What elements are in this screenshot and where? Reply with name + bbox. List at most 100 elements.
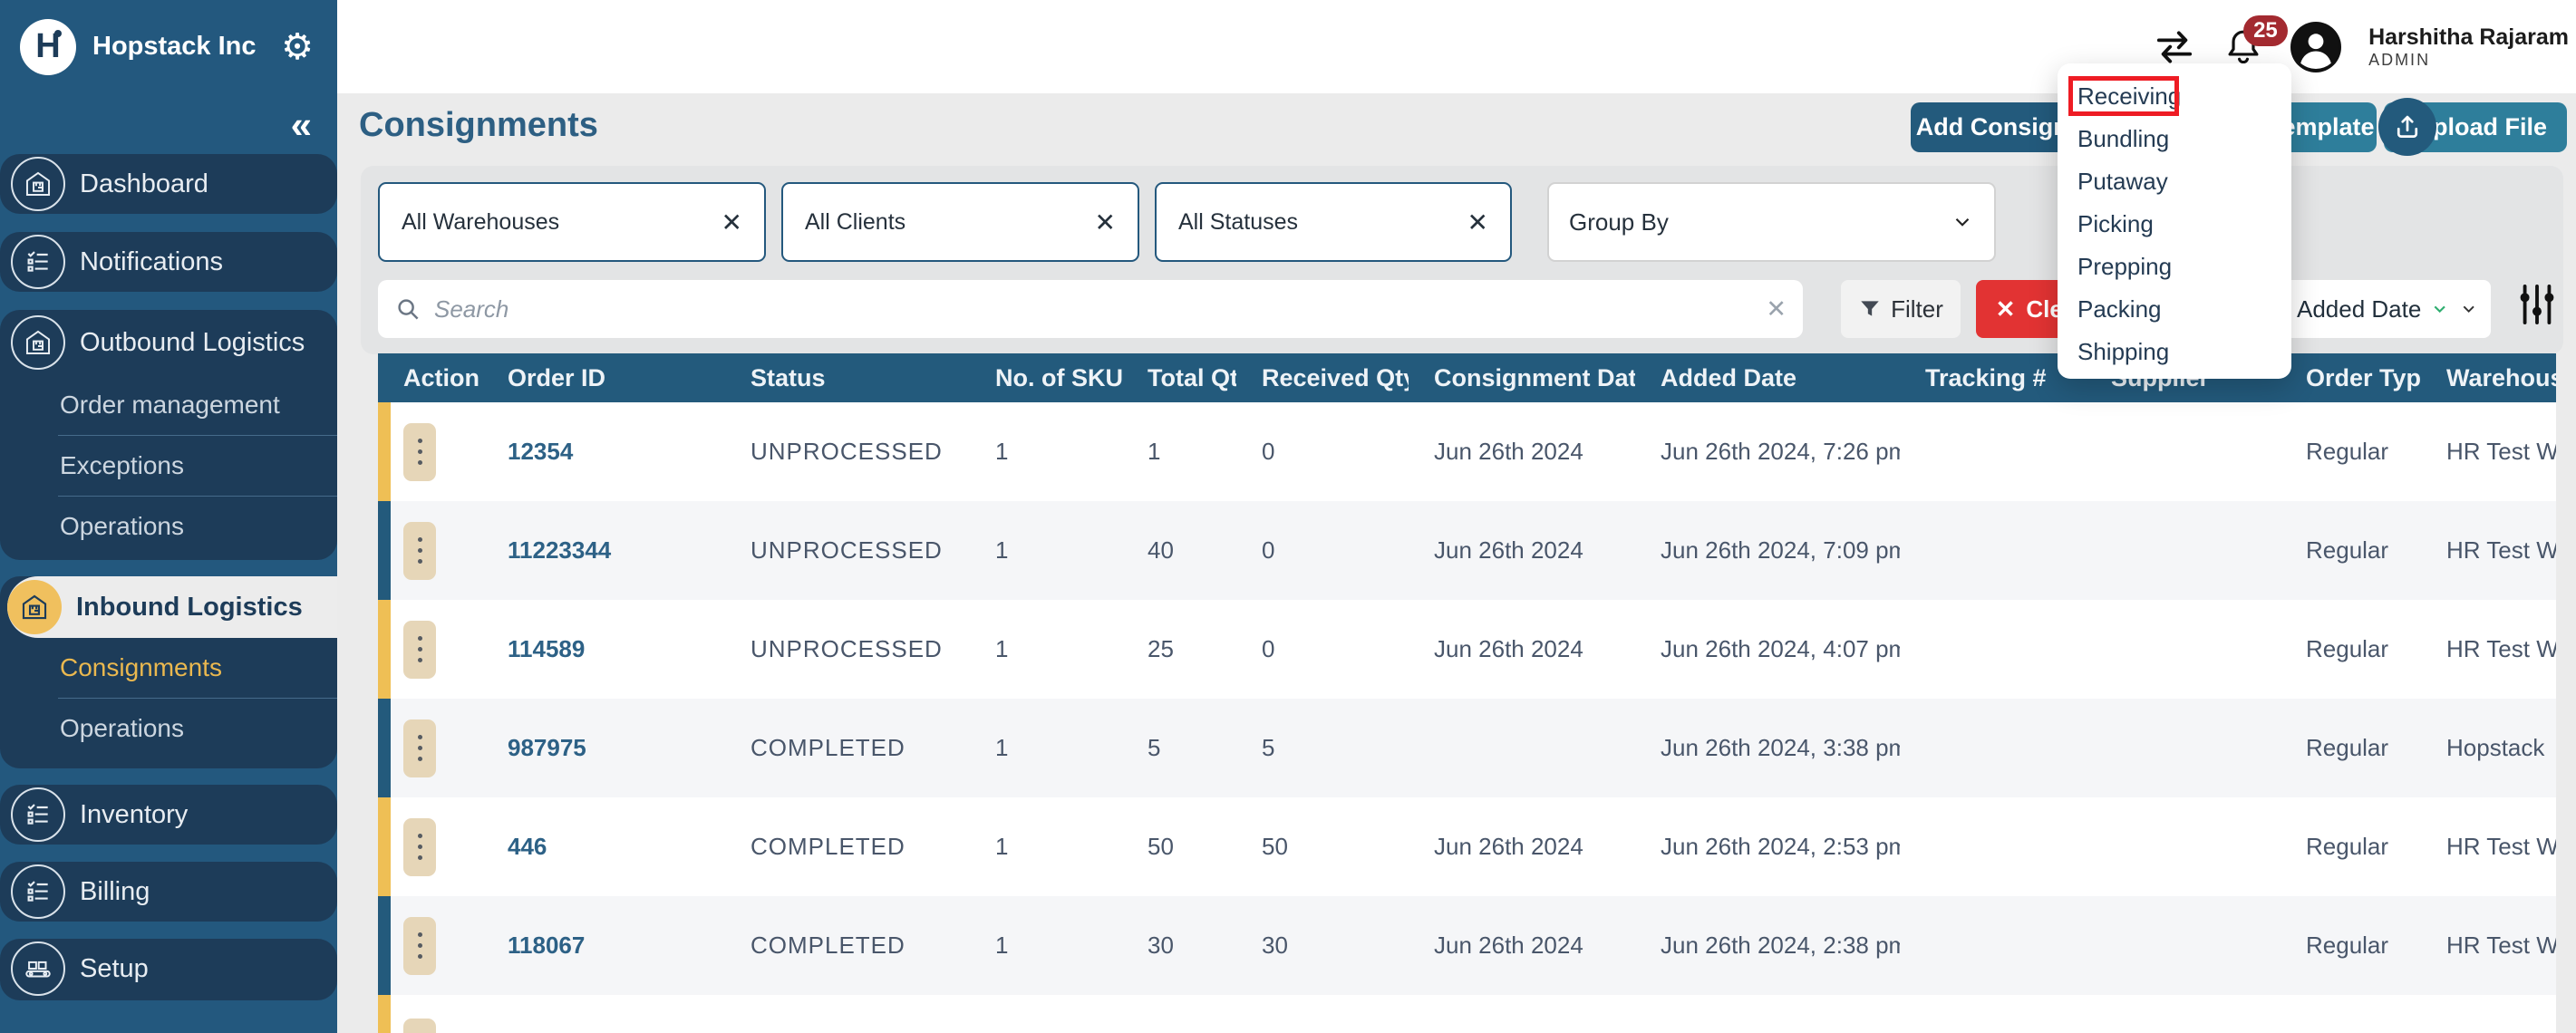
- clear-status-filter-icon[interactable]: ✕: [1467, 208, 1488, 237]
- user-avatar[interactable]: [2290, 21, 2342, 72]
- sidebar-item-dashboard[interactable]: Dashboard: [0, 154, 337, 214]
- warehouse-icon: [11, 315, 65, 370]
- row-actions-kebab-icon[interactable]: [403, 521, 436, 580]
- sidebar-item-operations-inbound[interactable]: Operations: [60, 714, 184, 742]
- sidebar-item-inventory[interactable]: Inventory: [0, 785, 337, 845]
- search-box[interactable]: ✕: [378, 280, 1803, 338]
- switch-warehouse-icon[interactable]: [2153, 28, 2196, 66]
- menu-item-prepping[interactable]: Prepping: [2077, 253, 2173, 280]
- sidebar: H Hopstack Inc ⚙ « Dashboard Notificatio…: [0, 0, 337, 1033]
- table-row[interactable]: 446 COMPLETED 1 50 50 Jun 26th 2024 Jun …: [378, 797, 2556, 896]
- hopstack-logo-icon: H: [20, 18, 76, 75]
- conveyor-icon: [11, 941, 65, 996]
- group-by-label: Group By: [1569, 208, 1669, 236]
- clear-warehouse-filter-icon[interactable]: ✕: [721, 208, 742, 237]
- sidebar-collapse-icon[interactable]: «: [290, 103, 312, 146]
- warehouse-filter-chip[interactable]: All Warehouses ✕: [378, 182, 766, 262]
- warehouse-filter-label: All Warehouses: [402, 208, 560, 235]
- status-filter-chip[interactable]: All Statuses ✕: [1155, 182, 1512, 262]
- order-id-link[interactable]: 12354: [508, 438, 574, 465]
- order-id-link[interactable]: 446: [508, 833, 547, 860]
- sidebar-item-label: Billing: [80, 876, 150, 906]
- row-actions-kebab-icon[interactable]: [403, 817, 436, 876]
- row-actions-kebab-icon[interactable]: [403, 1019, 436, 1033]
- brand-name: Hopstack Inc: [92, 32, 257, 61]
- menu-item-bundling[interactable]: Bundling: [2077, 125, 2170, 152]
- table-row[interactable]: 12354 UNPROCESSED 1 1 0 Jun 26th 2024 Ju…: [378, 402, 2556, 501]
- menu-item-packing[interactable]: Packing: [2077, 295, 2162, 323]
- gear-icon[interactable]: ⚙: [281, 26, 314, 67]
- clear-search-icon[interactable]: ✕: [1766, 294, 1787, 323]
- row-actions-kebab-icon[interactable]: [403, 719, 436, 777]
- funnel-icon: [1861, 301, 1879, 316]
- chevron-down-icon: [2463, 305, 2474, 314]
- row-accent: [378, 600, 391, 699]
- sidebar-item-consignments[interactable]: Consignments: [60, 653, 222, 681]
- sidebar-item-setup[interactable]: Setup: [0, 939, 337, 1000]
- row-accent: [378, 995, 391, 1033]
- order-id-link[interactable]: 11223344: [508, 536, 612, 564]
- search-input[interactable]: [434, 294, 1767, 323]
- column-settings-icon[interactable]: [2516, 282, 2558, 327]
- filter-button-label: Filter: [1891, 294, 1943, 323]
- sidebar-item-label: Setup: [80, 953, 149, 983]
- table-row[interactable]: 987975 COMPLETED 1 5 5 Jun 26th 2024, 3:…: [378, 699, 2556, 797]
- chevron-down-icon: [1955, 217, 1970, 227]
- order-id-link[interactable]: 987975: [508, 734, 586, 761]
- sort-direction-icon[interactable]: [2430, 298, 2449, 320]
- brand-row: H Hopstack Inc ⚙: [0, 0, 337, 93]
- sidebar-item-label: Outbound Logistics: [80, 327, 305, 357]
- sidebar-item-billing[interactable]: Billing: [0, 862, 337, 922]
- sidebar-item-order-management[interactable]: Order management: [60, 391, 280, 419]
- checklist-icon: [11, 864, 65, 919]
- row-accent: [378, 797, 391, 896]
- sort-by-select[interactable]: Added Date: [2284, 280, 2491, 338]
- client-filter-label: All Clients: [805, 208, 906, 235]
- sidebar-group-inbound: Inbound Logistics Consignments Operation…: [0, 576, 337, 768]
- sidebar-item-operations-outbound[interactable]: Operations: [60, 512, 184, 540]
- filter-button[interactable]: Filter: [1841, 280, 1961, 338]
- user-name: Harshitha Rajaram: [2368, 24, 2569, 50]
- table-row[interactable]: [378, 995, 2556, 1033]
- table-row[interactable]: 11223344 UNPROCESSED 1 40 0 Jun 26th 202…: [378, 501, 2556, 600]
- sidebar-item-label: Notifications: [80, 246, 223, 276]
- row-actions-kebab-icon[interactable]: [403, 916, 436, 975]
- table-row[interactable]: 118067 COMPLETED 1 30 30 Jun 26th 2024 J…: [378, 896, 2556, 995]
- menu-item-receiving[interactable]: Receiving: [2077, 82, 2182, 110]
- sidebar-item-label: Inventory: [80, 799, 189, 829]
- row-accent: [378, 501, 391, 600]
- row-actions-kebab-icon[interactable]: [403, 620, 436, 679]
- group-by-select[interactable]: Group By: [1547, 182, 1996, 262]
- status-filter-label: All Statuses: [1178, 208, 1299, 235]
- warehouse-icon: [7, 580, 62, 634]
- row-accent: [378, 699, 391, 797]
- notification-count-badge: 25: [2243, 14, 2288, 46]
- menu-item-shipping[interactable]: Shipping: [2077, 338, 2170, 365]
- sidebar-item-notifications[interactable]: Notifications: [0, 232, 337, 292]
- upload-file-button[interactable]: Upload File: [2378, 98, 2567, 156]
- page-title: Consignments: [359, 106, 598, 144]
- user-role: ADMIN: [2368, 50, 2431, 69]
- row-accent: [378, 896, 391, 995]
- upload-icon: [2378, 98, 2436, 156]
- clear-x-icon: ✕: [1995, 294, 2016, 323]
- sort-by-label: Added Date: [2297, 294, 2422, 323]
- order-id-link[interactable]: 114589: [508, 635, 586, 662]
- sidebar-item-outbound-logistics[interactable]: Outbound Logistics: [0, 310, 337, 375]
- menu-item-putaway[interactable]: Putaway: [2077, 168, 2168, 195]
- row-actions-kebab-icon[interactable]: [403, 422, 436, 481]
- client-filter-chip[interactable]: All Clients ✕: [781, 182, 1139, 262]
- sidebar-group-outbound: Outbound Logistics Order management Exce…: [0, 310, 337, 560]
- table-row[interactable]: 114589 UNPROCESSED 1 25 0 Jun 26th 2024 …: [378, 600, 2556, 699]
- menu-item-picking[interactable]: Picking: [2077, 210, 2154, 237]
- row-accent: [378, 402, 391, 501]
- content-area: All Warehouses ✕ All Clients ✕ All Statu…: [337, 161, 2576, 1033]
- sidebar-item-inbound-logistics[interactable]: Inbound Logistics: [7, 576, 337, 638]
- order-id-link[interactable]: 118067: [508, 932, 586, 959]
- sidebar-item-exceptions[interactable]: Exceptions: [60, 451, 184, 479]
- user-info[interactable]: Harshitha Rajaram ADMIN: [2368, 24, 2571, 69]
- warehouse-icon: [11, 157, 65, 211]
- notifications-bell-icon[interactable]: 25: [2223, 14, 2288, 68]
- clear-client-filter-icon[interactable]: ✕: [1094, 208, 1116, 237]
